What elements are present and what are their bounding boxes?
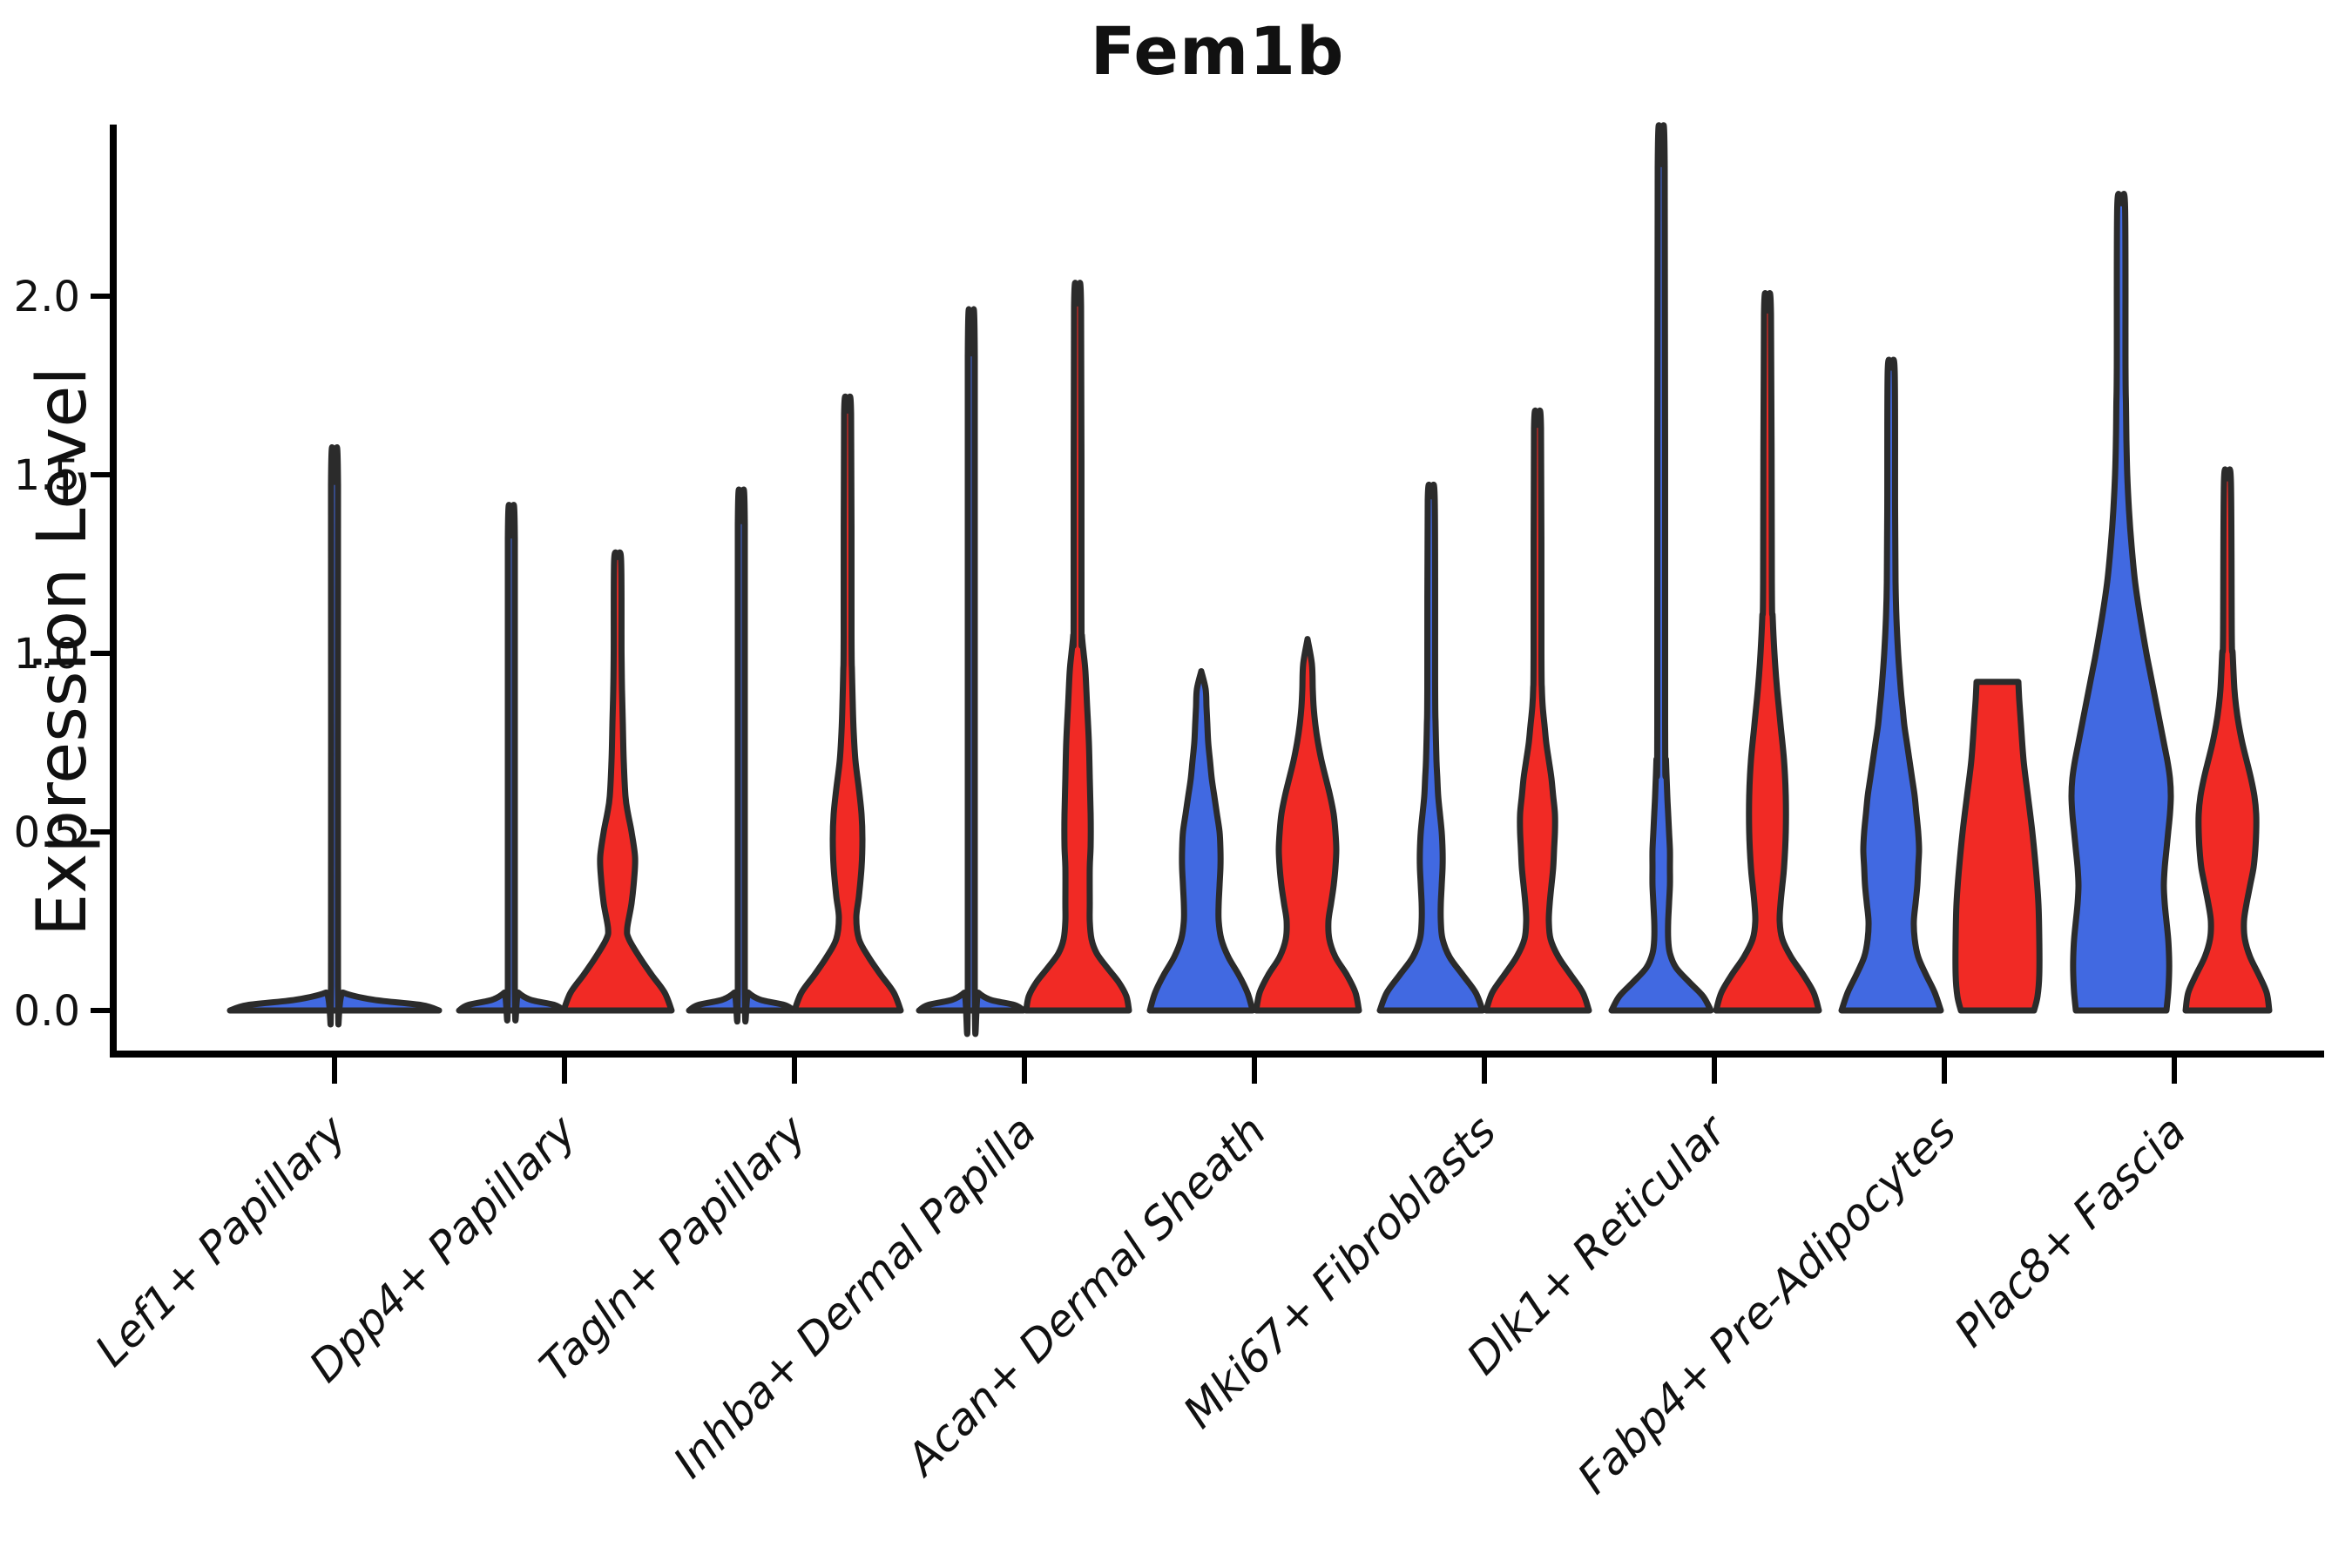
chart-title: Fem1b [1090, 12, 1345, 90]
violin-dlk1-reticular-red [1713, 290, 1822, 1014]
y-tick-label: 0.5 [14, 808, 80, 857]
violin-inhba-dermal-papilla-red [1023, 280, 1132, 1014]
violin-dlk1-reticular-blue [1608, 122, 1714, 1014]
violin-lef1-papillary-all [226, 444, 443, 1028]
violin-plac8-fascia-red [2182, 466, 2273, 1014]
x-tick-label-fabp4-pre-adipocytes: Fabp4+ Pre-Adipocytes [1568, 1105, 1966, 1504]
violin-fabp4-pre-adipocytes-blue [1838, 356, 1944, 1014]
violin-acan-dermal-sheath-red [1253, 636, 1362, 1014]
violin-mki67-fibroblasts-blue [1376, 481, 1486, 1014]
violin-dpp4-papillary-blue [456, 502, 567, 1024]
x-tick-label-lef1-papillary: Lef1+ Papillary [85, 1105, 356, 1375]
violin-tagln-papillary-red [791, 393, 904, 1014]
violin-acan-dermal-sheath-blue [1146, 668, 1256, 1014]
violin-mki67-fibroblasts-red [1483, 408, 1592, 1014]
violin-dpp4-papillary-red [560, 549, 675, 1014]
x-tick-label-inhba-dermal-papilla: Inhba+ Dermal Papilla [664, 1105, 1045, 1487]
y-tick-label: 2.0 [14, 273, 80, 321]
violin-inhba-dermal-papilla-blue [916, 306, 1027, 1037]
y-tick-label: 1.0 [14, 630, 80, 679]
y-tick-label: 1.5 [14, 451, 80, 500]
x-tick-label-plac8-fascia: Plac8+ Fascia [1945, 1105, 2196, 1356]
violin-plac8-fascia-blue [2068, 191, 2174, 1014]
y-tick-label: 0.0 [14, 987, 80, 1036]
violin-fabp4-pre-adipocytes-red [1952, 679, 2043, 1014]
violin-tagln-papillary-blue [686, 486, 797, 1025]
